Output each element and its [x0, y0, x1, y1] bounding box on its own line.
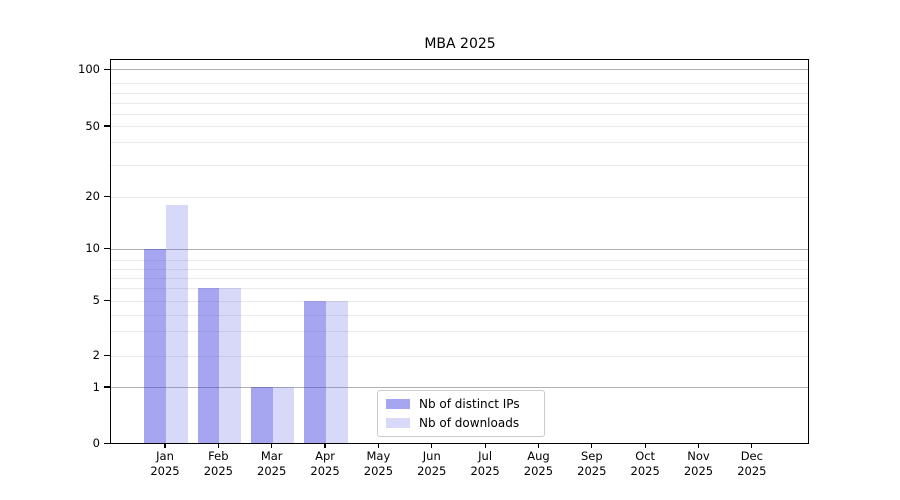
gridline-minor-60: [111, 114, 808, 116]
chart-title: MBA 2025: [424, 36, 496, 52]
plot-area: [110, 59, 809, 444]
gridline-minor-4: [111, 315, 808, 316]
y-tick-label-10: 10: [85, 241, 100, 256]
gridline-major-10: [111, 248, 808, 250]
x-tick-mark-apr: [324, 443, 326, 448]
y-tick-mark-0: [104, 442, 110, 445]
legend-label-distinct-ips: Nb of distinct IPs: [419, 397, 520, 412]
y-tick-label-50: 50: [85, 118, 100, 133]
gridline-minor-30: [111, 165, 808, 166]
gridline-minor-40: [111, 141, 808, 143]
x-tick-label-jul: Jul 2025: [470, 448, 500, 478]
gridline-minor-9: [111, 259, 808, 261]
legend-label-downloads: Nb of downloads: [419, 415, 520, 430]
y-tick-label-5: 5: [92, 293, 100, 308]
gridline-minor-6: [111, 288, 808, 290]
legend-swatch-downloads: [386, 417, 410, 428]
x-tick-label-jun: Jun 2025: [417, 448, 447, 478]
x-tick-mark-dec: [751, 443, 753, 448]
bar-jan-downloads: [166, 204, 188, 443]
x-tick-mark-mar: [271, 443, 273, 448]
bar-mar-downloads: [272, 387, 295, 443]
y-tick-label-2: 2: [92, 348, 100, 363]
y-tick-mark-100: [104, 68, 110, 70]
gridline-minor-7: [111, 278, 808, 280]
bar-feb-downloads: [219, 288, 242, 443]
gridline-minor-80: [111, 92, 808, 94]
bar-mar-distinct-ips: [251, 387, 273, 443]
bar-apr-downloads: [326, 300, 348, 443]
y-tick-mark-2: [104, 355, 110, 357]
gridline-minor-70: [111, 102, 808, 104]
y-tick-mark-50: [104, 125, 110, 127]
y-tick-mark-1: [104, 386, 110, 388]
x-tick-mark-sep: [591, 443, 593, 448]
x-tick-mark-nov: [697, 443, 700, 448]
legend-item-downloads: Nb of downloads: [378, 416, 544, 430]
y-tick-label-1: 1: [92, 379, 100, 394]
gridline-minor-20: [111, 196, 808, 198]
x-tick-label-aug: Aug 2025: [523, 448, 554, 478]
x-tick-mark-jun: [431, 443, 433, 448]
gridline-minor-5: [111, 300, 808, 302]
x-tick-label-nov: Nov 2025: [683, 448, 714, 478]
x-tick-mark-feb: [217, 443, 219, 448]
gridline-minor-3: [111, 331, 808, 332]
x-tick-label-mar: Mar 2025: [257, 448, 287, 478]
x-tick-label-sep: Sep 2025: [577, 448, 607, 478]
y-tick-mark-10: [104, 248, 110, 250]
x-tick-label-may: May 2025: [363, 448, 394, 478]
y-tick-label-0: 0: [92, 436, 100, 450]
x-tick-mark-aug: [537, 443, 540, 448]
x-tick-mark-jul: [484, 443, 486, 448]
gridline-minor-8: [111, 269, 808, 270]
bar-apr-distinct-ips: [304, 300, 327, 443]
gridline-minor-50: [111, 126, 808, 127]
x-tick-mark-oct: [644, 443, 646, 448]
gridline-minor-2: [111, 355, 808, 357]
gridline-minor-90: [111, 83, 808, 85]
y-tick-label-100: 100: [78, 61, 100, 76]
bar-feb-distinct-ips: [197, 288, 220, 443]
legend: Nb of distinct IPs Nb of downloads: [377, 390, 545, 437]
x-tick-mark-may: [377, 443, 379, 448]
x-tick-mark-jan: [164, 443, 166, 448]
y-tick-mark-20: [104, 196, 110, 198]
x-tick-label-jan: Jan 2025: [150, 448, 180, 478]
x-tick-label-oct: Oct 2025: [630, 448, 660, 478]
gridline-major-1: [111, 387, 808, 388]
legend-item-distinct-ips: Nb of distinct IPs: [378, 397, 544, 411]
x-tick-label-feb: Feb 2025: [203, 448, 233, 478]
bar-jan-distinct-ips: [144, 248, 166, 443]
x-tick-label-dec: Dec 2025: [737, 448, 767, 478]
y-tick-mark-5: [104, 300, 110, 302]
legend-swatch-distinct-ips: [386, 399, 410, 410]
y-tick-label-20: 20: [85, 189, 100, 204]
gridline-major-100: [111, 69, 808, 71]
x-tick-label-apr: Apr 2025: [310, 448, 340, 478]
